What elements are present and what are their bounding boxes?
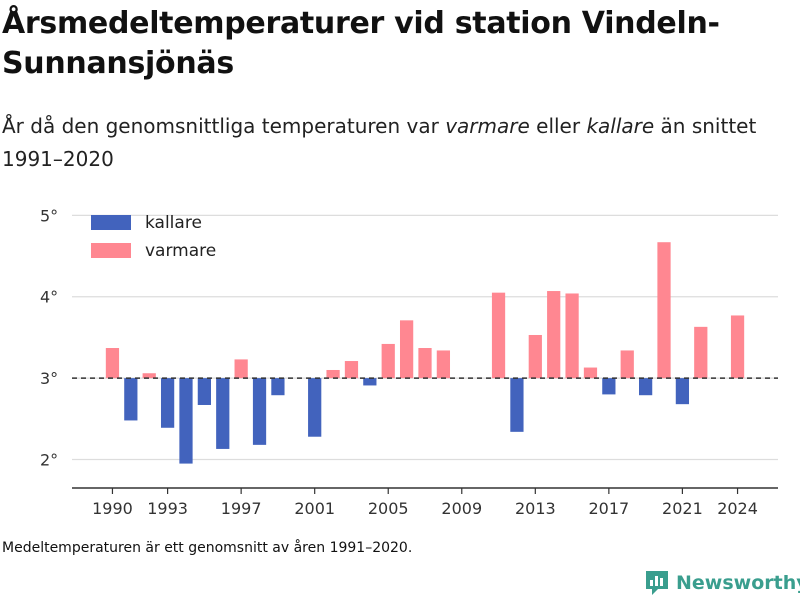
bar-2008	[436, 350, 451, 379]
bar-1997	[234, 359, 248, 379]
bar-1992	[142, 373, 156, 379]
y-tick-label: 3°	[40, 369, 58, 388]
chart-subtitle: År då den genomsnittliga temperaturen va…	[2, 110, 792, 176]
subtitle-text-middle: eller	[529, 114, 587, 138]
legend-label-varmare: varmare	[145, 241, 216, 261]
bar-1998	[252, 378, 267, 445]
legend-swatch-varmare	[91, 243, 131, 258]
bar-2019	[639, 378, 653, 396]
brand-logo: Newsworthy	[644, 568, 800, 598]
bar-chart: 2° 3° 4° 5° 1990 1993 1997 2001 2005 2009 2013 2017…	[40, 206, 778, 518]
bar-2002	[326, 369, 340, 379]
bar-2022	[694, 326, 708, 379]
bar-2017	[602, 378, 616, 395]
x-tick-label: 1993	[147, 499, 188, 518]
bar-2003	[344, 361, 359, 379]
bar-2014	[547, 291, 561, 379]
brand-name: Newsworthy	[676, 572, 800, 594]
footnote: Medeltemperaturen är ett genomsnitt av å…	[2, 540, 413, 556]
bar-2015	[565, 293, 579, 379]
bar-1999	[271, 378, 285, 396]
y-tick-label: 4°	[40, 288, 58, 307]
x-tick-label: 2009	[441, 499, 482, 518]
bar-1991	[124, 378, 138, 421]
bar-1996	[216, 378, 230, 449]
y-tick-label: 5°	[40, 206, 58, 225]
x-tick-label: 2024	[717, 499, 758, 518]
bar-2024	[730, 315, 745, 379]
x-tick-label: 1990	[92, 499, 133, 518]
bar-2005	[381, 343, 395, 379]
bar-2016	[583, 367, 598, 379]
subtitle-cold-word: kallare	[586, 114, 655, 138]
bar-2012	[510, 378, 524, 432]
bar-2013	[528, 334, 542, 379]
legend-label-kallare: kallare	[145, 213, 202, 233]
legend-swatch-kallare	[91, 215, 131, 230]
bar-1995	[197, 378, 211, 405]
subtitle-warm-word: varmare	[445, 114, 530, 138]
bar-1993	[160, 378, 175, 428]
bar-2011	[491, 292, 506, 379]
subtitle-text-after: än snittet 1991–2020	[2, 114, 757, 171]
x-tick-label: 2005	[368, 499, 409, 518]
bar-1994	[179, 378, 193, 464]
bar-2006	[399, 320, 414, 379]
bar-2004	[363, 378, 377, 386]
x-tick-label: 2017	[588, 499, 629, 518]
bar-2018	[620, 350, 634, 379]
bar-1990	[105, 348, 120, 379]
bar-2001	[308, 378, 322, 437]
x-tick-label: 2013	[515, 499, 556, 518]
bar-2021	[675, 378, 690, 405]
x-tick-label: 1997	[221, 499, 262, 518]
y-tick-label: 2°	[40, 451, 58, 470]
x-tick-label: 2021	[662, 499, 703, 518]
newsworthy-logo-icon	[646, 571, 668, 595]
bar-2020	[657, 242, 671, 379]
chart-title: Årsmedeltemperaturer vid station Vindeln…	[2, 6, 720, 81]
subtitle-text-before: År då den genomsnittliga temperaturen va…	[2, 114, 446, 138]
bar-2007	[418, 348, 432, 379]
x-tick-label: 2001	[294, 499, 335, 518]
